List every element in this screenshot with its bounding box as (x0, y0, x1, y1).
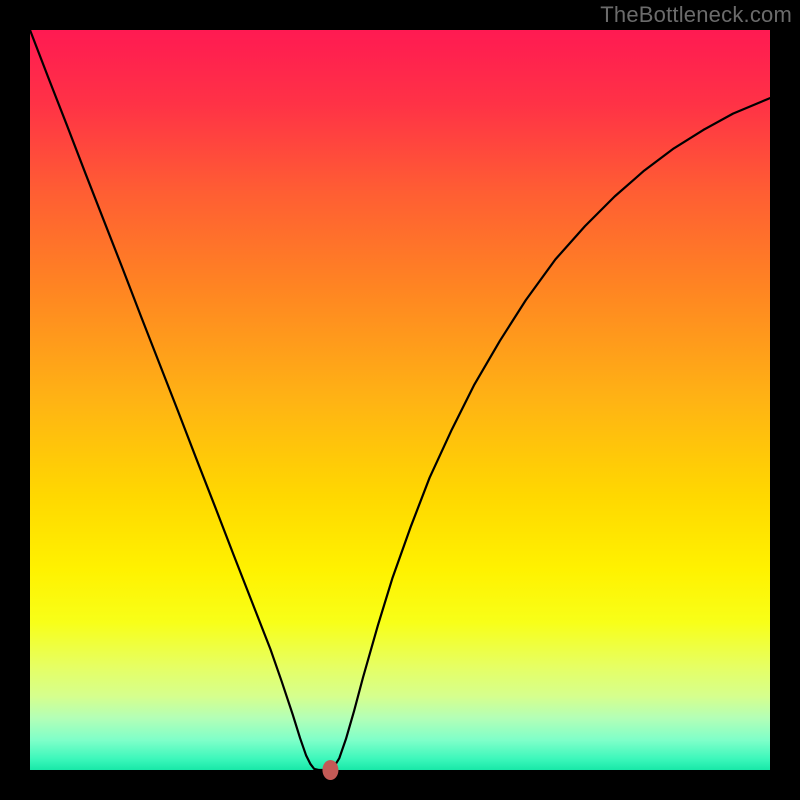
bottleneck-chart (0, 0, 800, 800)
watermark-label: TheBottleneck.com (600, 2, 792, 28)
minimum-marker (322, 760, 338, 780)
plot-background (30, 30, 770, 770)
chart-container: TheBottleneck.com (0, 0, 800, 800)
